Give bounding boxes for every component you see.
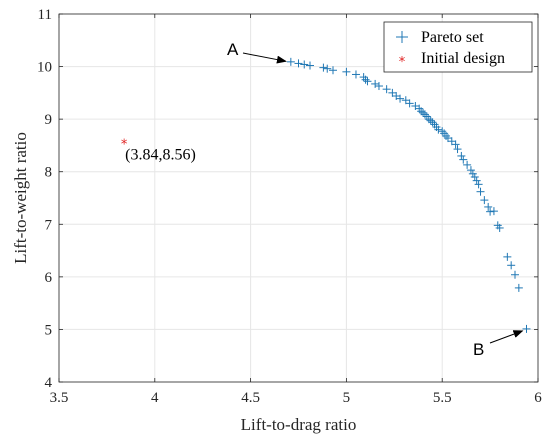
pareto-point (434, 125, 443, 134)
pareto-point (426, 116, 435, 125)
pareto-point (480, 196, 489, 205)
pareto-point (328, 66, 337, 75)
pareto-point (495, 223, 504, 232)
pareto-point (476, 187, 485, 196)
pareto-point (459, 155, 468, 164)
pareto-point (382, 85, 391, 94)
pareto-point (470, 172, 479, 181)
pareto-point (405, 99, 414, 108)
pareto-point (472, 176, 481, 185)
x-axis-label: Lift-to-drag ratio (241, 415, 357, 434)
pareto-point (486, 207, 495, 216)
y-tick-label: 7 (45, 217, 53, 233)
pareto-point (420, 110, 429, 119)
pareto-point (396, 94, 405, 103)
x-tick-label: 4 (151, 390, 159, 406)
y-tick-label: 4 (45, 375, 53, 391)
annotations: A B (3.84,8.56) (125, 40, 524, 359)
data-points: * (121, 57, 531, 333)
legend: Pareto set * Initial design (383, 21, 533, 73)
y-tick-label: 8 (45, 165, 53, 181)
pareto-point (300, 60, 309, 69)
pareto-point (514, 283, 523, 292)
legend-marker-pareto (396, 31, 408, 43)
pareto-point (484, 202, 493, 211)
pareto-point (453, 145, 462, 154)
pareto-point (507, 261, 516, 270)
pareto-point (511, 270, 520, 279)
plot-frame (58, 13, 539, 383)
x-tick-label: 4.5 (241, 390, 260, 406)
x-tick-label: 5 (343, 390, 351, 406)
pareto-point (428, 118, 437, 127)
y-tick-label: 10 (37, 60, 52, 76)
pareto-point (451, 140, 460, 149)
initial-design-label: (3.84,8.56) (125, 146, 196, 163)
pareto-point (474, 180, 483, 189)
initial-design-point: * (121, 137, 128, 152)
x-tick-label: 6 (534, 390, 542, 406)
annotation-label-a: A (227, 40, 239, 59)
legend-label-pareto: Pareto set (421, 29, 484, 46)
pareto-point (374, 82, 383, 91)
pareto-point (305, 61, 314, 70)
pareto-point (323, 64, 332, 73)
legend-box (383, 21, 533, 73)
y-axis-label: Lift-to-weight ratio (11, 132, 30, 264)
pareto-point (466, 166, 475, 175)
pareto-point (319, 63, 328, 72)
annotation-label-b: B (473, 340, 484, 359)
y-tick-label: 9 (45, 112, 53, 128)
pareto-point (371, 79, 380, 88)
pareto-point (463, 160, 472, 169)
y-tick-label: 6 (45, 270, 53, 286)
y-tick-label: 5 (45, 322, 53, 338)
pareto-point (363, 77, 372, 86)
pareto-point (286, 57, 295, 66)
y-tick-label: 11 (38, 7, 52, 23)
pareto-point (442, 131, 451, 140)
x-tick-label: 3.5 (50, 390, 69, 406)
pareto-point (457, 151, 466, 160)
pareto-point (503, 252, 512, 261)
legend-marker-initial: * (399, 55, 406, 70)
legend-label-initial: Initial design (421, 50, 505, 67)
pareto-point (419, 108, 428, 117)
pareto-point (351, 70, 360, 79)
pareto-point (489, 207, 498, 216)
annotation-arrow-a (242, 52, 287, 64)
pareto-point (361, 75, 370, 84)
pareto-point (522, 324, 531, 333)
x-tick-label: 5.5 (433, 390, 452, 406)
pareto-point (438, 127, 447, 136)
pareto-point (294, 59, 303, 68)
annotation-arrow-b (489, 330, 524, 344)
pareto-point (342, 67, 351, 76)
